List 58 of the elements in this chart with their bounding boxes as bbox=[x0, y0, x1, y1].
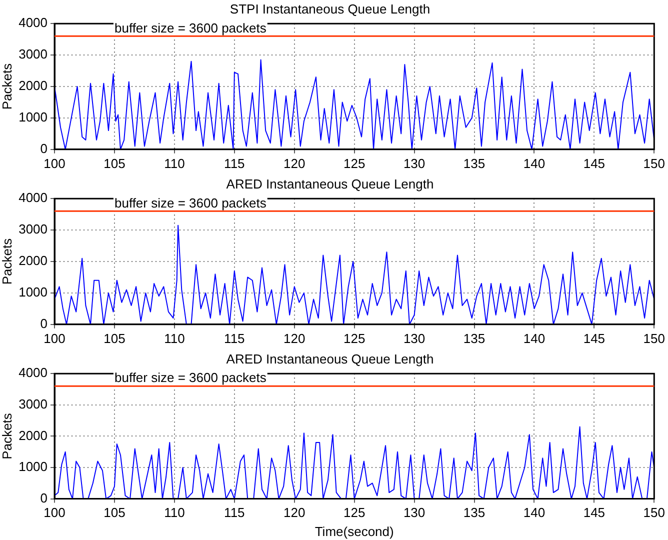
y-tick-label: 0 bbox=[40, 490, 48, 506]
x-tick-label: 105 bbox=[104, 156, 126, 171]
x-tick-label: 110 bbox=[164, 330, 185, 346]
x-tick-label: 125 bbox=[343, 330, 366, 346]
chart-title: STPI Instantaneous Queue Length bbox=[230, 1, 430, 16]
y-tick-label: 4000 bbox=[18, 15, 48, 30]
chart-title: ARED Instantaneous Queue Length bbox=[226, 351, 434, 366]
x-tick-label: 135 bbox=[463, 505, 486, 520]
y-tick-label: 0 bbox=[40, 316, 48, 331]
x-tick-label: 125 bbox=[343, 505, 366, 520]
x-tick-label: 140 bbox=[523, 156, 546, 171]
y-tick-label: 3000 bbox=[18, 222, 48, 237]
x-tick-label: 100 bbox=[44, 505, 66, 520]
x-tick-label: 150 bbox=[643, 505, 666, 520]
y-tick-label: 0 bbox=[40, 140, 48, 156]
y-tick-label: 4000 bbox=[18, 190, 48, 206]
x-axis-title: Time(second) bbox=[314, 524, 394, 539]
x-tick-label: 130 bbox=[403, 505, 426, 520]
x-tick-label: 145 bbox=[583, 330, 606, 346]
y-tick-label: 1000 bbox=[18, 459, 48, 474]
x-tick-label: 140 bbox=[523, 505, 546, 520]
y-tick-label: 1000 bbox=[18, 110, 48, 125]
x-tick-label: 130 bbox=[403, 330, 426, 346]
x-tick-label: 100 bbox=[44, 330, 66, 346]
ref-line-label: buffer size = 3600 packets bbox=[114, 370, 267, 386]
y-tick-label: 4000 bbox=[18, 365, 48, 380]
y-tick-label: 3000 bbox=[18, 396, 48, 412]
x-tick-label: 125 bbox=[343, 156, 366, 171]
x-tick-label: 150 bbox=[643, 156, 666, 171]
y-tick-label: 2000 bbox=[18, 78, 48, 94]
y-tick-label: 3000 bbox=[18, 46, 48, 62]
y-tick-label: 2000 bbox=[18, 428, 48, 443]
x-tick-label: 105 bbox=[104, 330, 126, 346]
y-axis-title: Packets bbox=[0, 62, 14, 110]
y-tick-label: 1000 bbox=[18, 284, 48, 300]
x-tick-label: 115 bbox=[224, 330, 245, 346]
chart-title: ARED Instantaneous Queue Length bbox=[226, 176, 434, 192]
x-tick-label: 120 bbox=[284, 330, 306, 346]
x-tick-label: 110 bbox=[164, 156, 185, 171]
x-tick-label: 105 bbox=[104, 505, 126, 520]
x-tick-label: 115 bbox=[224, 156, 245, 171]
x-tick-label: 150 bbox=[643, 330, 666, 346]
x-tick-label: 115 bbox=[224, 505, 245, 520]
x-tick-label: 145 bbox=[583, 505, 606, 520]
x-tick-label: 135 bbox=[463, 156, 486, 171]
y-axis-title: Packets bbox=[0, 412, 14, 460]
x-tick-label: 110 bbox=[164, 505, 185, 520]
x-tick-label: 120 bbox=[284, 505, 306, 520]
x-tick-label: 135 bbox=[463, 330, 486, 346]
y-axis-title: Packets bbox=[0, 238, 14, 285]
x-tick-label: 120 bbox=[284, 156, 306, 171]
x-tick-label: 130 bbox=[403, 156, 426, 171]
x-tick-label: 100 bbox=[44, 156, 66, 171]
y-tick-label: 2000 bbox=[18, 253, 48, 268]
x-tick-label: 145 bbox=[583, 156, 606, 171]
ref-line-label: buffer size = 3600 packets bbox=[114, 195, 267, 210]
x-tick-label: 140 bbox=[523, 330, 546, 346]
ref-line-label: buffer size = 3600 packets bbox=[114, 20, 267, 36]
